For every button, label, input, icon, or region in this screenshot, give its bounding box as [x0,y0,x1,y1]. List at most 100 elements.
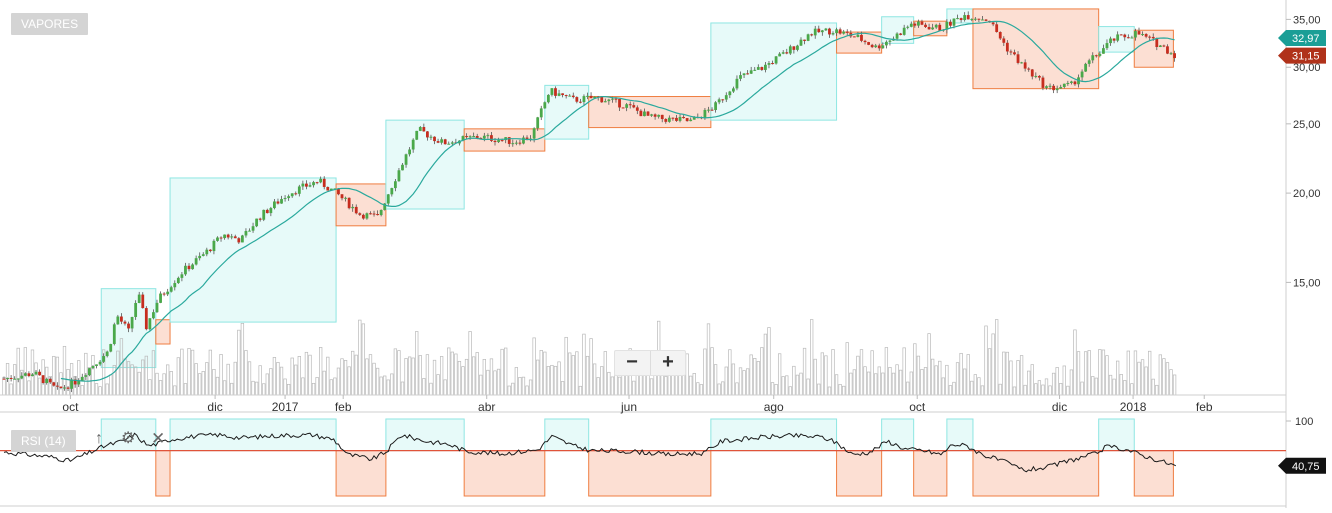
candle-up [248,230,251,232]
volume-bar [774,383,778,396]
volume-bar [1148,350,1152,396]
volume-bar [1051,372,1056,396]
candle-up [112,324,116,345]
candle-up [386,194,390,204]
volume-bar [343,360,348,396]
zoom-in-button[interactable]: + [650,351,685,375]
candle-up [169,287,173,292]
time-tick-label: 2018 [1120,400,1147,414]
candle-up [1105,43,1109,49]
zoom-out-button[interactable]: − [626,351,638,373]
volume-bar [1073,329,1077,396]
candle-up [198,255,202,259]
candle-down [2,378,6,380]
volume-bar [831,349,835,396]
candle-up [593,96,597,99]
arrow-up-icon[interactable]: ↑ [95,430,103,447]
volume-bar [770,382,775,396]
candle-down [493,140,497,143]
close-icon[interactable]: ✕ [151,429,166,448]
candle-down [1030,69,1034,77]
candle-up [273,201,276,209]
candle-up [884,41,888,46]
volume-bar [991,333,995,396]
volume-bar [496,368,501,396]
candle-up [514,142,518,144]
volume-bar [817,383,821,396]
downtrend-zone [335,183,387,227]
volume-bar [162,373,166,396]
volume-bar [1076,351,1081,396]
volume-bar [283,378,287,396]
volume-bar [1041,384,1045,396]
volume-bar [930,358,935,396]
volume-bar [799,372,803,396]
candle-down [276,201,280,204]
volume-bar [717,383,721,396]
volume-bar [479,374,483,396]
volume-bar [415,331,419,396]
rsi-downtrend-zone [463,450,546,497]
candle-up [774,56,778,64]
volume-bar [546,366,551,396]
candle-up [244,231,248,236]
candle-down [48,378,52,383]
candle-down [998,32,1002,39]
volume-bar [842,385,846,396]
volume-bar [756,361,760,396]
volume-bar [251,380,255,396]
candle-up [739,75,742,79]
volume-bar [1116,360,1120,396]
volume-bar [183,383,188,396]
volume-bar [1108,374,1113,396]
volume-bar [617,376,622,396]
volume-bar [411,357,415,396]
candle-down [685,118,689,122]
volume-bar [1080,381,1084,396]
volume-bar [1133,350,1138,396]
volume-bar [1044,378,1049,396]
rsi-indicator-label[interactable]: RSI (14) [11,430,76,452]
volume-bar [984,325,988,396]
candle-up [806,34,810,41]
candle-down [899,33,903,35]
gear-icon[interactable]: ⚙ [121,430,136,447]
main-zones [100,8,1174,369]
volume-bar [845,342,849,396]
volume-bar [66,369,70,396]
volume-bar [301,377,305,396]
rsi-line [0,432,1286,473]
rsi-downtrend-zone [972,450,1100,497]
volume-bar [80,385,84,396]
last-price-tag-shape [1278,29,1326,46]
instrument-label[interactable]: VAPORES [11,13,89,35]
candle-up [735,78,739,89]
candle-up [692,117,696,120]
volume-bar [240,322,245,396]
volume-bar [1048,385,1052,396]
volume-bar [834,374,839,396]
candle-up [1048,85,1052,87]
volume-bar [244,350,248,396]
time-tick-label: 2017 [272,400,299,414]
candle-up [1158,45,1162,48]
candle-up [1109,38,1112,44]
volume-bar [767,327,771,396]
volume-bar [898,369,903,396]
rsi-zones [100,418,1174,497]
volume-bar [827,386,832,396]
candle-down [938,24,942,31]
volume-bar [237,329,241,396]
volume-bar [920,369,924,396]
volume-bar [582,333,586,396]
uptrend-zone [385,119,465,210]
candle-down [1027,68,1031,70]
candle-down [369,213,372,215]
candle-up [835,29,838,34]
volume-bar [909,371,913,396]
candle-up [753,69,757,71]
volume-bar [1172,374,1177,396]
volume-bar [550,364,554,396]
volume-bar [578,385,583,396]
